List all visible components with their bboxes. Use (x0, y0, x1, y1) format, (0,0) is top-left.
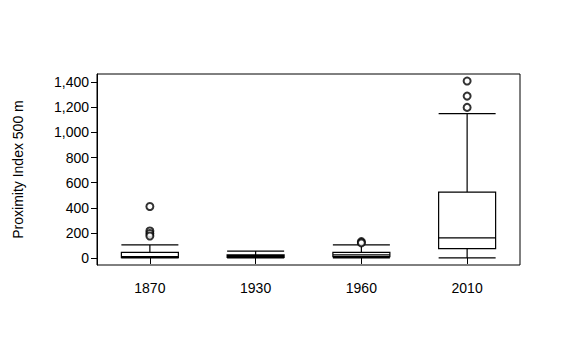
svg-text:600: 600 (66, 175, 90, 191)
svg-text:1960: 1960 (346, 280, 377, 296)
svg-text:1,000: 1,000 (54, 124, 89, 140)
svg-text:1930: 1930 (240, 280, 271, 296)
svg-text:1,200: 1,200 (54, 99, 89, 115)
svg-text:1870: 1870 (134, 280, 165, 296)
svg-text:0: 0 (81, 250, 89, 266)
svg-text:1,400: 1,400 (54, 74, 89, 90)
svg-text:Proximity Index 500 m: Proximity Index 500 m (10, 100, 26, 239)
svg-text:2010: 2010 (452, 280, 483, 296)
svg-text:800: 800 (66, 150, 90, 166)
svg-text:400: 400 (66, 200, 90, 216)
svg-text:200: 200 (66, 225, 90, 241)
